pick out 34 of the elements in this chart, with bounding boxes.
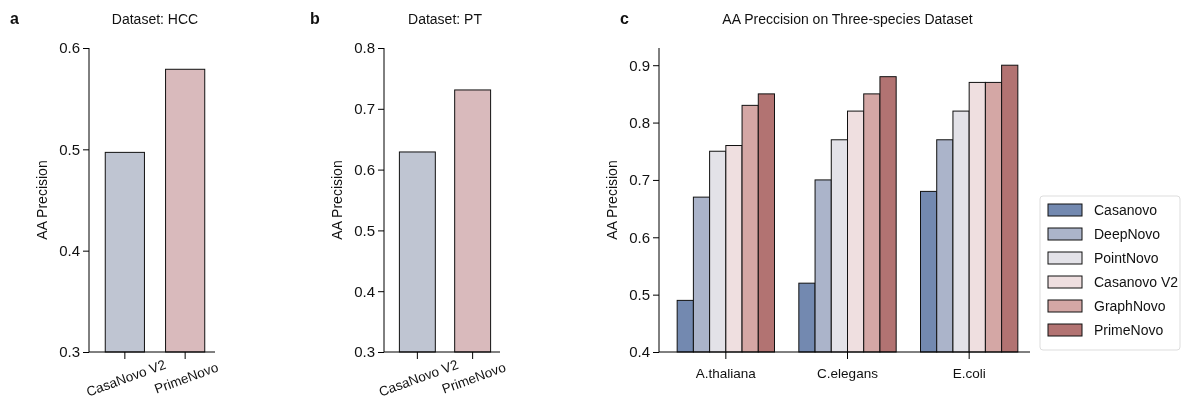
y-tick-label: 0.3 — [354, 343, 375, 361]
y-tick-label: 0.6 — [59, 39, 80, 57]
legend-label: PointNovo — [1094, 250, 1159, 266]
legend-label: GraphNovo — [1094, 298, 1166, 314]
chart-title: Dataset: HCC — [111, 11, 199, 27]
chart-title: AA Preccision on Three-species Dataset — [722, 11, 973, 27]
y-tick-label: 0.6 — [354, 160, 375, 178]
text: a — [10, 10, 19, 27]
y-tick-label: 0.8 — [629, 113, 650, 131]
x-tick-label: C.elegans — [817, 366, 879, 382]
y-tick-label: 0.7 — [354, 100, 375, 118]
y-tick-label: 0.8 — [354, 39, 375, 57]
y-tick-label: 0.7 — [629, 171, 650, 189]
legend-label: DeepNovo — [1094, 226, 1161, 242]
chart-title: Dataset: PT — [408, 11, 483, 27]
legend-label: Casanovo V2 — [1094, 274, 1179, 290]
text: b — [310, 10, 320, 27]
text: c — [620, 10, 629, 27]
y-tick-label: 0.5 — [629, 285, 650, 303]
y-tick-label: 0.4 — [354, 282, 375, 300]
y-tick-label: 0.9 — [629, 56, 650, 74]
x-tick-label: E.coli — [952, 366, 986, 382]
y-tick-label: 0.3 — [59, 343, 80, 361]
x-tick-label: A.thaliana — [695, 366, 757, 382]
y-tick-label: 0.5 — [59, 140, 80, 158]
y-axis-title: AA Precision — [329, 160, 345, 240]
legend-label: PrimeNovo — [1094, 322, 1164, 338]
y-axis-title: AA Precision — [34, 160, 50, 240]
y-tick-label: 0.5 — [354, 221, 375, 239]
y-axis-title: AA Precision — [604, 160, 620, 240]
y-tick-label: 0.4 — [59, 241, 80, 259]
legend-label: Casanovo — [1094, 202, 1158, 218]
y-tick-label: 0.4 — [629, 343, 650, 361]
y-tick-label: 0.6 — [629, 228, 650, 246]
